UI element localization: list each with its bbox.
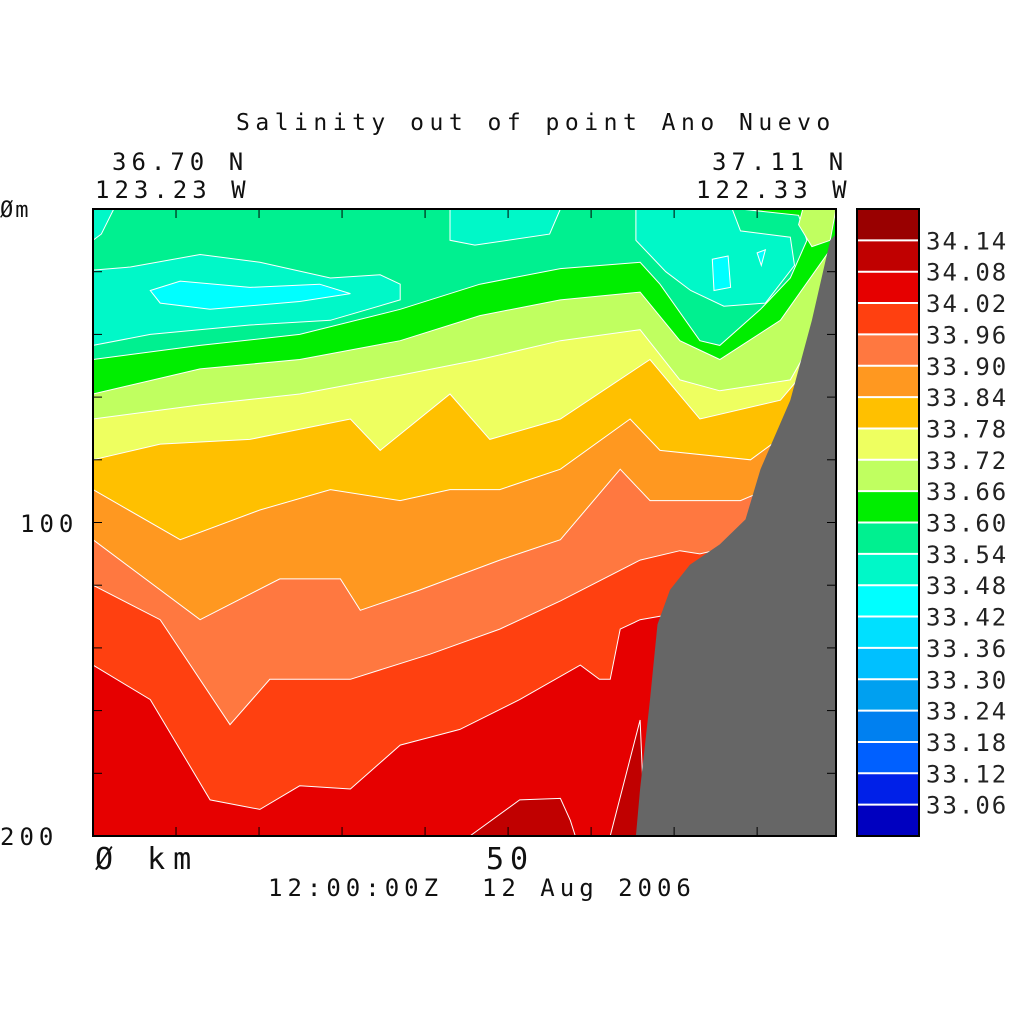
time-label: 12:00:00Z 12 Aug 2006: [268, 874, 696, 902]
colorbar-swatch: [857, 710, 919, 743]
colorbar-swatch: [857, 773, 919, 806]
colorbar-label: 33.78: [926, 415, 1008, 443]
left-latitude: 36.70 N: [112, 148, 249, 176]
right-longitude: 122.33 W: [696, 176, 852, 204]
colorbar-label: 33.24: [926, 698, 1008, 726]
colorbar-label: 33.42: [926, 604, 1008, 632]
colorbar-label: 33.84: [926, 384, 1008, 412]
colorbar-swatch: [857, 303, 919, 335]
colorbar-label: 34.02: [926, 290, 1008, 318]
y-tick-label-100: 100: [20, 510, 79, 538]
colorbar-frame: [856, 208, 920, 837]
colorbar-swatch: [857, 365, 919, 398]
colorbar-swatch: [857, 240, 919, 273]
colorbar-label: 34.14: [926, 227, 1008, 255]
colorbar-label: 33.06: [926, 792, 1008, 820]
colorbar-swatch: [857, 522, 919, 555]
x-tick-label-0: Ø km: [95, 842, 200, 877]
colorbar-label: 33.48: [926, 572, 1008, 600]
colorbar-swatch: [857, 459, 919, 492]
colorbar-label: 33.60: [926, 510, 1008, 538]
right-latitude: 37.11 N: [712, 148, 849, 176]
colorbar-swatch: [857, 491, 919, 523]
colorbar-swatch: [857, 804, 919, 837]
colorbar-swatch: [857, 585, 919, 618]
colorbar-label: 33.66: [926, 478, 1008, 506]
colorbar: 34.14 34.08 34.02 33.96 33.90 33.84 33.78 33.72…: [856, 208, 1008, 837]
left-longitude: 123.23 W: [95, 176, 251, 204]
colorbar-swatch: [857, 334, 919, 367]
chart-title: Salinity out of point Ano Nuevo: [236, 110, 836, 136]
colorbar-swatch: [857, 209, 919, 241]
seafloor: [635, 234, 836, 837]
y-tick-label-200: 200: [0, 823, 59, 851]
contour-pocket-33.48: [635, 208, 796, 307]
colorbar-swatch: [857, 271, 919, 304]
colorbar-label: 33.18: [926, 729, 1008, 757]
colorbar-label: 33.54: [926, 541, 1008, 569]
y-tick-label-0: Øm: [0, 198, 31, 223]
colorbar-label: 33.36: [926, 635, 1008, 663]
colorbar-swatch: [857, 553, 919, 586]
colorbar-label: 34.08: [926, 259, 1008, 287]
colorbar-swatch: [857, 397, 919, 429]
colorbar-label: 33.90: [926, 353, 1008, 381]
colorbar-swatch: [857, 616, 919, 649]
colorbar-label: 33.30: [926, 666, 1008, 694]
contour-pocket-33.42: [756, 248, 767, 268]
colorbar-label: 33.96: [926, 321, 1008, 349]
x-tick-label-50: 50: [486, 842, 535, 877]
colorbar-swatch: [857, 647, 919, 680]
colorbar-label: 33.12: [926, 760, 1008, 788]
plot-area: [92, 208, 837, 837]
colorbar-swatch: [857, 679, 919, 712]
colorbar-swatch: [857, 741, 919, 774]
colorbar-label: 33.72: [926, 447, 1008, 475]
contour-pocket-33.42: [711, 255, 732, 292]
colorbar-swatch: [857, 428, 919, 461]
contour-pocket-33.42: [149, 280, 351, 310]
